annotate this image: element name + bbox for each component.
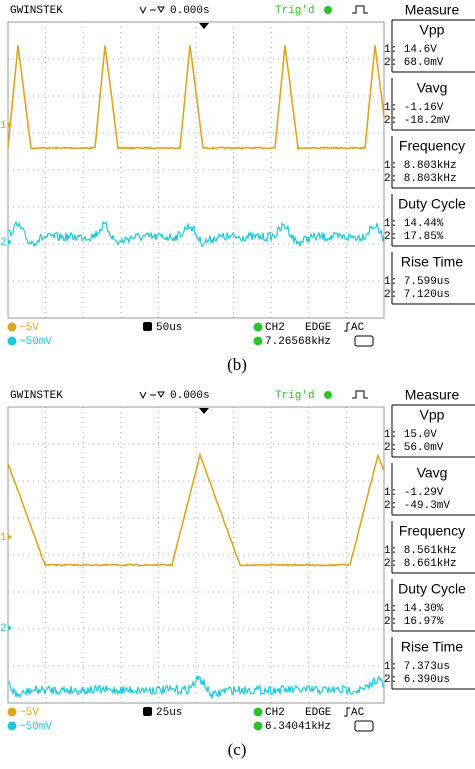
time-offset: 0.000s xyxy=(170,5,210,17)
figure: GWINSTEK0.000sTrig'd12MeasureVpp1: 14.6V… xyxy=(0,0,475,769)
measure-name: Rise Time xyxy=(401,254,463,270)
ch1-marker: 1 xyxy=(0,532,7,544)
grid-frame xyxy=(8,407,384,703)
ch1-badge xyxy=(8,708,17,717)
pulse-icon xyxy=(352,6,368,13)
ch1-trace xyxy=(8,455,384,566)
trigger-source: CH2 xyxy=(265,322,285,334)
measure-ch2: 2: 68.0mV xyxy=(384,57,444,69)
ch2-scale: ~50mV xyxy=(19,721,52,733)
edge-icon xyxy=(344,708,350,716)
measure-ch1: 1: 14.44% xyxy=(384,218,444,230)
measure-ch1: 1: 14.30% xyxy=(384,603,444,615)
caption: (b) xyxy=(227,355,247,374)
timebase-badge xyxy=(143,707,152,716)
measure-ch2: 2: -18.2mV xyxy=(384,115,450,127)
measure-ch2: 2: 16.97% xyxy=(384,616,444,628)
ch2-arrow xyxy=(8,239,12,245)
usb-icon xyxy=(355,336,373,346)
measure-ch2: 2: -49.3mV xyxy=(384,500,450,512)
time-offset: 0.000s xyxy=(170,390,210,402)
ch1-trace xyxy=(8,45,384,149)
timebase-badge xyxy=(143,322,152,331)
measure-title: Measure xyxy=(405,2,460,18)
timebase: 50us xyxy=(156,322,182,334)
coupling: AC xyxy=(351,322,365,334)
measure-ch2: 2: 8.803kHz xyxy=(384,173,457,185)
brand: GWINSTEK xyxy=(10,390,63,402)
measure-ch2: 2: 56.0mV xyxy=(384,442,444,454)
measure-ch1: 1: 7.599us xyxy=(384,276,450,288)
measure-ch2: 2: 17.85% xyxy=(384,231,444,243)
timebase-icon xyxy=(140,7,164,13)
measure-name: Vpp xyxy=(420,22,445,38)
trigger-status: Trig'd xyxy=(275,5,315,17)
trigger-frequency: 6.34041kHz xyxy=(265,721,331,733)
brand: GWINSTEK xyxy=(10,5,63,17)
ch1-marker: 1 xyxy=(0,120,7,132)
measure-name: Vavg xyxy=(417,80,448,96)
trigger-source: CH2 xyxy=(265,707,285,719)
measure-name: Rise Time xyxy=(401,639,463,655)
trigger-position xyxy=(199,408,209,414)
pulse-icon xyxy=(352,391,368,398)
measure-name: Vavg xyxy=(417,465,448,481)
usb-icon xyxy=(355,721,373,731)
measure-name: Frequency xyxy=(399,138,465,154)
ch2-arrow xyxy=(8,625,12,631)
trigger-badge xyxy=(254,708,263,717)
ch1-scale: ~5V xyxy=(19,322,39,334)
ch2-scale: ~50mV xyxy=(19,336,52,348)
measure-name: Duty Cycle xyxy=(398,196,466,212)
trigger-status: Trig'd xyxy=(275,390,315,402)
trigger-type: EDGE xyxy=(305,322,332,334)
ch1-arrow xyxy=(8,534,12,540)
timebase-icon xyxy=(140,392,164,398)
freq-badge xyxy=(254,722,263,731)
measure-ch1: 1: 8.561kHz xyxy=(384,545,457,557)
ch1-scale: ~5V xyxy=(19,707,39,719)
trigger-frequency: 7.26568kHz xyxy=(265,336,331,348)
ch2-badge xyxy=(8,337,17,346)
measure-ch1: 1: 8.803kHz xyxy=(384,160,457,172)
measure-ch2: 2: 7.120us xyxy=(384,289,450,301)
measure-name: Frequency xyxy=(399,523,465,539)
grid-frame xyxy=(8,22,384,318)
measure-ch1: 1: 7.373us xyxy=(384,661,450,673)
caption: (c) xyxy=(228,740,247,759)
measure-ch1: 1: -1.29V xyxy=(384,487,444,499)
measure-ch2: 2: 8.661kHz xyxy=(384,558,457,570)
edge-icon xyxy=(344,323,350,331)
ch2-badge xyxy=(8,722,17,731)
trigger-badge xyxy=(254,323,263,332)
measure-name: Duty Cycle xyxy=(398,581,466,597)
ch2-marker: 2 xyxy=(0,623,7,635)
timebase: 25us xyxy=(156,707,182,719)
measure-name: Vpp xyxy=(420,407,445,423)
ch2-marker: 2 xyxy=(0,237,7,249)
freq-badge xyxy=(254,337,263,346)
trigger-position xyxy=(199,23,209,29)
trigger-dot xyxy=(324,6,332,14)
ch1-badge xyxy=(8,323,17,332)
measure-title: Measure xyxy=(405,387,460,403)
measure-ch1: 1: -1.16V xyxy=(384,102,444,114)
trigger-type: EDGE xyxy=(305,707,332,719)
measure-ch2: 2: 6.390us xyxy=(384,674,450,686)
trigger-dot xyxy=(324,391,332,399)
coupling: AC xyxy=(351,707,365,719)
